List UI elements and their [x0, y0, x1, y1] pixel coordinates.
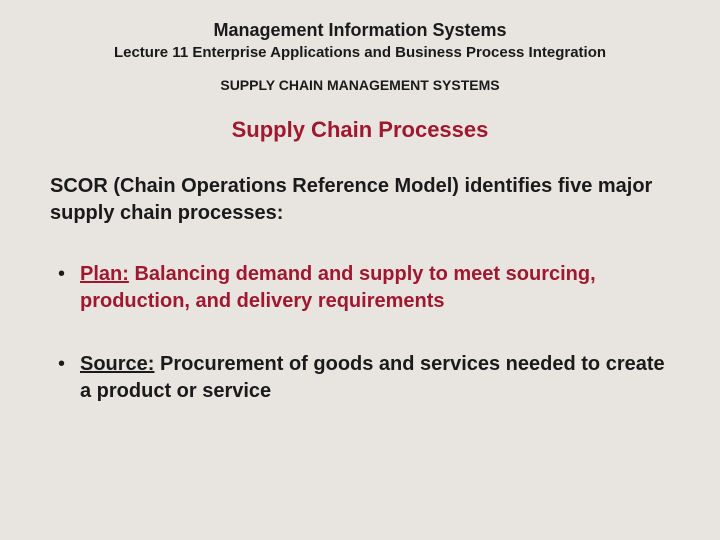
- section-title: SUPPLY CHAIN MANAGEMENT SYSTEMS: [40, 77, 680, 93]
- bullet-description: Procurement of goods and services needed…: [80, 353, 665, 402]
- intro-text: SCOR (Chain Operations Reference Model) …: [40, 173, 680, 227]
- slide-title: Supply Chain Processes: [40, 117, 680, 143]
- bullet-list: Plan: Balancing demand and supply to mee…: [40, 261, 680, 405]
- bullet-description: Balancing demand and supply to meet sour…: [80, 263, 596, 312]
- course-title: Management Information Systems: [40, 20, 680, 41]
- bullet-item-plan: Plan: Balancing demand and supply to mee…: [50, 261, 670, 315]
- lecture-title: Lecture 11 Enterprise Applications and B…: [40, 43, 680, 63]
- bullet-item-source: Source: Procurement of goods and service…: [50, 351, 670, 405]
- bullet-term: Plan:: [80, 263, 129, 285]
- slide-header: Management Information Systems Lecture 1…: [40, 20, 680, 143]
- bullet-term: Source:: [80, 353, 154, 375]
